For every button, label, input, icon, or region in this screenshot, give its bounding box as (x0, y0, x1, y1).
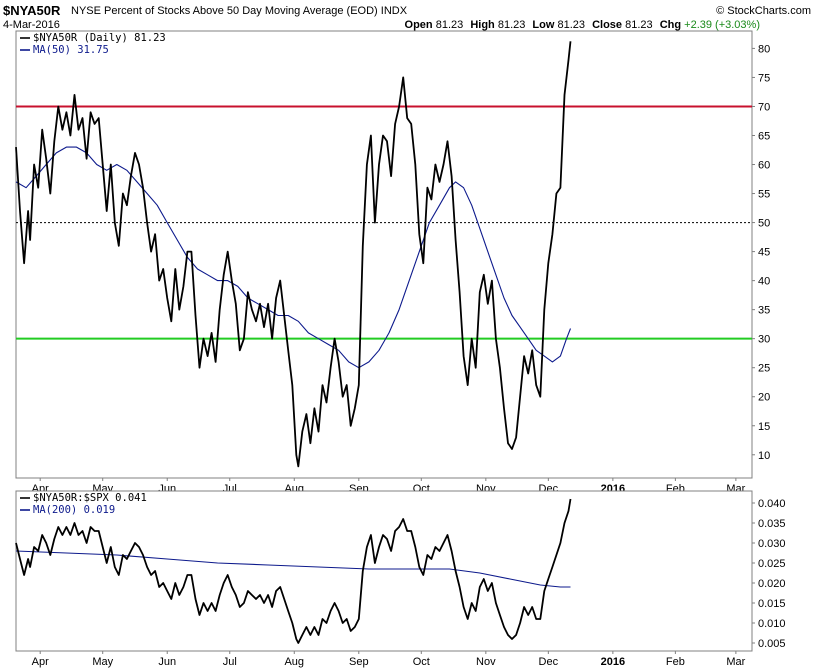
x-tick-label: Feb (666, 656, 685, 668)
low-value: 81.23 (557, 19, 586, 31)
y-tick-label: 20 (758, 392, 770, 404)
y-tick-label: 80 (758, 43, 770, 55)
x-tick-label: 2016 (601, 656, 625, 668)
y-tick-label: 45 (758, 247, 770, 259)
series-line (15, 41, 572, 468)
legend-entry: MA(200) 0.019 (33, 504, 115, 516)
x-tick-label: Jun (158, 656, 176, 668)
y-tick-label: 0.010 (758, 618, 786, 630)
chart-title: NYSE Percent of Stocks Above 50 Day Movi… (71, 5, 407, 17)
y-tick-label: 40 (758, 276, 770, 288)
series-line (15, 498, 572, 644)
y-tick-label: 0.030 (758, 538, 786, 550)
close-label: Close (592, 19, 623, 31)
y-tick-label: 0.025 (758, 558, 786, 570)
ohlc-readout: Open 81.23 High 81.23 Low 81.23 Close 81… (405, 19, 760, 31)
y-tick-label: 10 (758, 450, 770, 462)
y-tick-label: 0.035 (758, 518, 786, 530)
copyright-label: © StockCharts.com (716, 5, 811, 17)
x-tick-label: Oct (413, 656, 430, 668)
x-tick-label: Dec (539, 656, 559, 668)
y-tick-label: 65 (758, 130, 770, 142)
y-tick-label: 0.015 (758, 598, 786, 610)
y-tick-label: 75 (758, 72, 770, 84)
chg-value: +2.39 (+3.03%) (684, 19, 760, 31)
legend-entry: $NYA50R (Daily) 81.23 (33, 32, 166, 44)
chart-exchange: INDX (380, 5, 408, 17)
x-tick-label: Jul (223, 656, 237, 668)
close-value: 81.23 (625, 19, 653, 31)
copyright-text: © StockCharts.com (716, 5, 811, 17)
y-tick-label: 0.005 (758, 638, 786, 650)
series-line (15, 550, 571, 588)
y-tick-label: 35 (758, 305, 770, 317)
legend-entry: MA(50) 31.75 (33, 44, 109, 56)
chart-panel-2: Apr May Jun Jul Aug Sep Oct Nov Dec 2016 Feb Mar 0.0… (15, 490, 786, 668)
open-value: 81.23 (435, 19, 464, 31)
y-tick-label: 0.020 (758, 578, 786, 590)
x-tick-label: Apr (32, 656, 49, 668)
chart-symbol: $NYA50R (3, 3, 61, 18)
x-tick-label: Sep (349, 656, 369, 668)
low-label: Low (532, 19, 555, 31)
x-tick-label: Mar (726, 656, 745, 668)
y-tick-label: 0.040 (758, 498, 786, 510)
x-tick-label: May (92, 656, 113, 668)
x-tick-label: Nov (476, 656, 496, 668)
y-tick-label: 55 (758, 189, 770, 201)
open-label: Open (404, 19, 433, 31)
chart-title-text: NYSE Percent of Stocks Above 50 Day Movi… (71, 5, 378, 17)
y-tick-label: 30 (758, 334, 770, 346)
y-tick-label: 60 (758, 160, 770, 172)
high-label: High (470, 19, 495, 31)
x-tick-label: Aug (284, 656, 304, 668)
series-line (15, 146, 572, 369)
y-tick-label: 50 (758, 218, 770, 230)
plot-area (15, 30, 753, 479)
y-tick-label: 25 (758, 363, 770, 375)
chg-label: Chg (659, 19, 682, 31)
y-tick-label: 15 (758, 421, 770, 433)
chart-date: 4-Mar-2016 (3, 19, 60, 31)
chart-panel-1: Apr May Jun Jul Aug Sep Oct Nov Dec 2016 Feb Mar101… (15, 30, 770, 495)
plot-area (15, 490, 753, 652)
high-value: 81.23 (497, 19, 526, 31)
y-tick-label: 70 (758, 101, 770, 113)
legend-entry: $NYA50R:$SPX 0.041 (33, 492, 147, 504)
